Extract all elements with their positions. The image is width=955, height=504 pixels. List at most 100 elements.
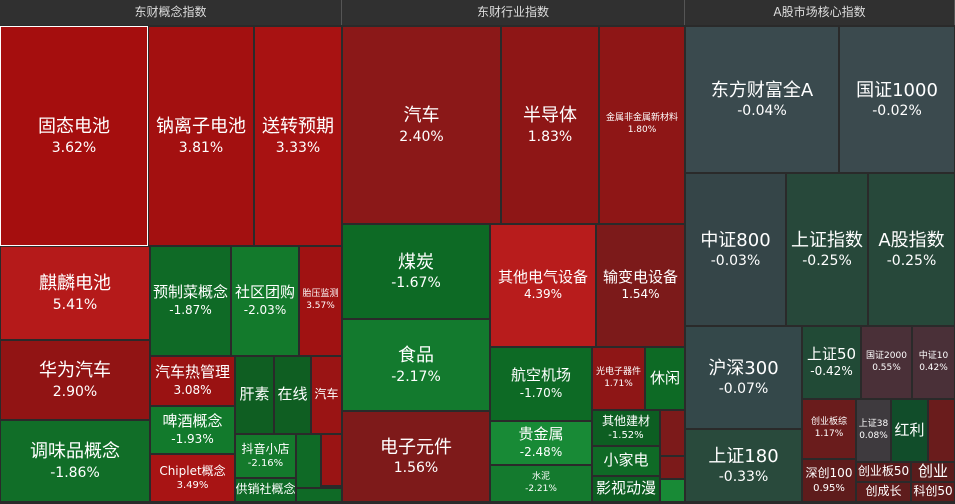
tile[interactable]: 钠离子电池 3.81% xyxy=(148,26,254,246)
tile[interactable]: 汽车热管理 3.08% xyxy=(150,356,235,406)
tile[interactable]: 红利 xyxy=(891,399,928,462)
tile[interactable]: 肝素 xyxy=(235,356,274,434)
tile[interactable]: 航空机场 -1.70% xyxy=(490,347,592,421)
tile-name: 其他电气设备 xyxy=(497,267,588,286)
tile[interactable]: 电子元件 1.56% xyxy=(342,411,490,502)
tile-name: 在线 xyxy=(277,385,308,404)
tile-name: 预制菜概念 xyxy=(152,283,228,302)
tile[interactable]: 光电子器件 1.71% xyxy=(592,347,645,410)
panel-header: 东财行业指数 xyxy=(342,0,685,25)
tile[interactable]: 抖音小店 -2.16% xyxy=(235,434,296,478)
tile-name: 沪深300 xyxy=(708,357,779,379)
tile[interactable]: 上证38 0.08% xyxy=(856,399,891,462)
tile-name: Chiplet概念 xyxy=(159,463,226,478)
tile[interactable]: 固态电池 3.62% xyxy=(0,26,148,246)
tile[interactable]: 调味品概念 -1.86% xyxy=(0,420,150,502)
tile[interactable]: 贵金属 -2.48% xyxy=(490,421,592,465)
tile-change: -2.03% xyxy=(243,302,287,317)
tile[interactable]: 创业 xyxy=(911,462,955,482)
tile-name: 煤炭 xyxy=(398,251,434,273)
tile[interactable]: 汽车 2.40% xyxy=(342,26,501,224)
tile-change: -2.48% xyxy=(519,444,563,459)
tile[interactable]: 社区团购 -2.03% xyxy=(231,246,299,356)
tile[interactable]: 输变电设备 1.54% xyxy=(596,224,685,347)
tile[interactable]: 沪深300 -0.07% xyxy=(685,326,802,429)
tile-name: 输变电设备 xyxy=(602,267,678,286)
tile[interactable]: 其他电气设备 4.39% xyxy=(490,224,596,347)
tile-change: -1.87% xyxy=(169,302,212,317)
tile[interactable]: 国证1000 -0.02% xyxy=(839,26,955,173)
tile[interactable]: 送转预期 3.33% xyxy=(254,26,342,246)
tile-name: 贵金属 xyxy=(518,425,564,444)
tile-name: 调味品概念 xyxy=(30,441,120,463)
tile[interactable] xyxy=(928,399,955,462)
tile[interactable]: 半导体 1.83% xyxy=(501,26,599,224)
panel-header: A股市场核心指数 xyxy=(685,0,955,25)
tile-name: 水泥 xyxy=(531,471,550,482)
tile[interactable]: 在线 xyxy=(274,356,311,434)
tile-name: 钠离子电池 xyxy=(156,116,246,138)
tile[interactable]: 水泥 -2.21% xyxy=(490,465,592,502)
tile[interactable]: 煤炭 -1.67% xyxy=(342,224,490,319)
tile[interactable]: A股指数 -0.25% xyxy=(868,173,955,326)
tile[interactable]: 东方财富全A -0.04% xyxy=(685,26,839,173)
tile[interactable]: 啤酒概念 -1.93% xyxy=(150,406,235,454)
tile[interactable]: 中证10 0.42% xyxy=(912,326,955,399)
tile[interactable]: 其他建材 -1.52% xyxy=(592,410,660,446)
tile-change: -0.25% xyxy=(802,253,852,270)
tile[interactable] xyxy=(660,410,685,456)
tile-name: 上证指数 xyxy=(791,229,863,251)
tile[interactable] xyxy=(321,434,342,486)
tile[interactable]: 影视动漫 xyxy=(592,476,660,502)
tile[interactable]: 胎压监测 3.57% xyxy=(299,246,342,356)
tile[interactable]: 金属非金属新材料 1.80% xyxy=(599,26,685,224)
tile[interactable]: 休闲 xyxy=(645,347,685,410)
tile[interactable]: 中证800 -0.03% xyxy=(685,173,786,326)
tile-name: 中证800 xyxy=(700,229,771,251)
tile[interactable]: 小家电 xyxy=(592,446,660,476)
tile-change: -2.17% xyxy=(391,368,441,385)
tile-change: 3.08% xyxy=(173,382,212,397)
tile[interactable] xyxy=(660,456,685,479)
tile-change: 0.42% xyxy=(919,362,948,373)
tile[interactable]: Chiplet概念 3.49% xyxy=(150,454,235,502)
tile-change: 3.62% xyxy=(51,139,97,156)
tile[interactable]: 华为汽车 2.90% xyxy=(0,340,150,420)
tile-change: -0.02% xyxy=(872,103,922,120)
tile-name: 汽车 xyxy=(403,105,440,127)
tile[interactable]: 供销社概念 xyxy=(235,478,296,502)
tile-name: 金属非金属新材料 xyxy=(605,113,678,124)
tile[interactable] xyxy=(660,479,685,502)
tile-name: 啤酒概念 xyxy=(162,412,223,431)
tile-change: -1.52% xyxy=(608,430,644,442)
tile[interactable]: 科创50 xyxy=(911,482,955,502)
tile-change: 1.71% xyxy=(604,378,633,389)
tile-change: 1.83% xyxy=(527,128,573,145)
tile[interactable]: 预制菜概念 -1.87% xyxy=(150,246,231,356)
tile-name: 胎压监测 xyxy=(302,289,339,300)
tile[interactable]: 麒麟电池 5.41% xyxy=(0,246,150,340)
tile[interactable]: 汽车 xyxy=(311,356,342,434)
tile[interactable] xyxy=(296,434,321,488)
tile-change: 4.39% xyxy=(523,287,563,302)
tile-change: -1.67% xyxy=(391,275,441,292)
tile-change: -0.03% xyxy=(710,253,761,270)
tile-name: 半导体 xyxy=(523,105,577,127)
tile-name: 供销社概念 xyxy=(235,482,296,497)
tile[interactable]: 上证180 -0.33% xyxy=(685,429,802,502)
tile[interactable]: 上证50 -0.42% xyxy=(802,326,861,399)
tile-change: -2.21% xyxy=(525,483,557,494)
tile[interactable]: 食品 -2.17% xyxy=(342,319,490,411)
tile[interactable]: 国证2000 0.55% xyxy=(861,326,912,399)
tile[interactable]: 创成长 xyxy=(856,482,911,502)
tile-change: 1.56% xyxy=(393,460,439,477)
tile[interactable]: 上证指数 -0.25% xyxy=(786,173,868,326)
tile[interactable] xyxy=(296,488,342,502)
tile[interactable]: 创业板50 xyxy=(856,462,911,482)
tile[interactable]: 深创100 0.95% xyxy=(802,459,856,502)
tile-change: -0.42% xyxy=(810,364,853,379)
tile-change: -1.70% xyxy=(519,385,563,400)
tile-name: 汽车热管理 xyxy=(154,363,230,382)
tile[interactable]: 创业板综 1.17% xyxy=(802,399,856,459)
tile-change: -0.25% xyxy=(886,253,937,270)
